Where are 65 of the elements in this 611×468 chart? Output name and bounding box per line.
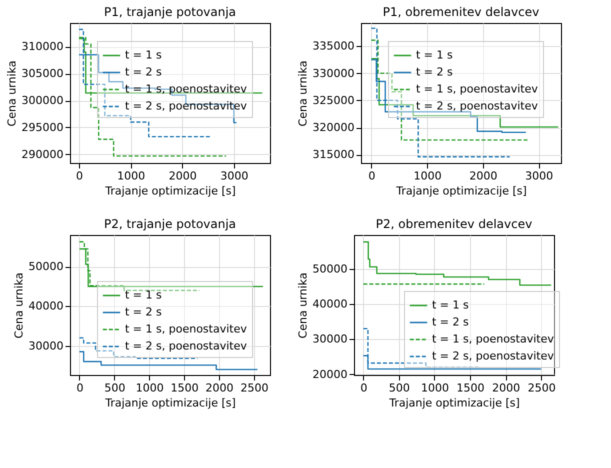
legend-label: t = 2 s	[432, 316, 470, 328]
legend-label: t = 1 s	[432, 298, 470, 312]
y-tick-label: 330000	[312, 66, 354, 80]
y-axis-title: Cena urnika	[296, 60, 310, 126]
x-tick-label: 1000	[420, 382, 449, 394]
legend-label: t = 1 s	[416, 48, 454, 62]
y-tick-label: 335000	[312, 40, 354, 53]
y-tick-label: 325000	[312, 94, 354, 107]
legend-label: t = 2 s, poenostavitev	[125, 100, 248, 112]
x-tick-label: 2000	[469, 170, 498, 182]
legend-label: t = 1 s, poenostavitev	[416, 82, 538, 96]
y-tick-label: 30000	[312, 332, 348, 346]
legend-label: t = 2 s	[125, 66, 162, 78]
legend-label: t = 2 s	[416, 66, 454, 78]
x-tick-label: 0	[368, 170, 376, 182]
x-axis-title: Trajanje optimizacije [s]	[104, 396, 236, 410]
x-tick-label: 1000	[136, 382, 164, 394]
x-tick-label: 1000	[414, 170, 442, 182]
y-tick-label: 30000	[28, 339, 64, 352]
y-tick-label: 50000	[28, 260, 64, 274]
legend-label: t = 1 s	[125, 48, 162, 62]
x-axis-title: Trajanje optimizacije [s]	[104, 184, 236, 198]
y-tick-label: 305000	[22, 67, 64, 80]
x-tick-label: 0	[360, 382, 368, 394]
y-tick-label: 20000	[312, 368, 348, 381]
x-tick-label: 1500	[456, 382, 485, 394]
x-tick-label: 2500	[240, 382, 268, 394]
y-tick-label: 40000	[312, 298, 348, 311]
y-tick-label: 320000	[312, 121, 354, 134]
chart-title: P1, trajanje potovanja	[104, 5, 236, 19]
y-tick-label: 290000	[22, 148, 64, 161]
y-tick-label: 50000	[312, 262, 348, 276]
chart-title: P1, obremenitev delavcev	[382, 5, 540, 19]
legend-label: t = 1 s, poenostavitev	[125, 82, 248, 96]
x-tick-label: 3000	[525, 170, 554, 182]
legend-label: t = 1 s, poenostavitev	[125, 322, 248, 336]
legend-label: t = 1 s	[125, 288, 162, 302]
x-axis-title: Trajanje optimizacije [s]	[388, 396, 520, 410]
x-tick-label: 2500	[528, 382, 556, 394]
y-axis-title: Cena urnika	[296, 272, 310, 338]
x-tick-label: 0	[76, 170, 84, 182]
x-tick-label: 2000	[168, 170, 197, 182]
y-tick-label: 40000	[28, 300, 64, 313]
x-tick-label: 2000	[492, 382, 520, 394]
x-tick-label: 2000	[206, 382, 234, 394]
y-tick-label: 295000	[22, 120, 64, 134]
x-tick-label: 3000	[220, 170, 248, 182]
y-axis-title: Cena urnika	[6, 60, 19, 126]
x-tick-label: 500	[104, 382, 126, 394]
y-tick-label: 310000	[22, 40, 64, 54]
legend-label: t = 2 s	[125, 306, 162, 318]
x-tick-label: 1000	[117, 170, 146, 182]
x-tick-label: 1500	[170, 382, 199, 394]
legend-label: t = 2 s, poenostavitev	[125, 340, 248, 352]
x-tick-label: 0	[76, 382, 84, 394]
y-axis-title: Cena urnika	[12, 272, 26, 338]
y-tick-label: 315000	[312, 148, 354, 162]
y-tick-label: 300000	[22, 94, 64, 108]
legend-label: t = 1 s, poenostavitev	[432, 332, 554, 346]
chart-title: P2, obremenitev delavcev	[376, 217, 532, 231]
x-axis-title: Trajanje optimizacije [s]	[395, 184, 527, 198]
legend-label: t = 2 s, poenostavitev	[432, 350, 554, 362]
legend-label: t = 2 s, poenostavitev	[416, 100, 538, 112]
x-tick-label: 500	[388, 382, 410, 394]
chart-title: P2, trajanje potovanja	[104, 217, 236, 231]
